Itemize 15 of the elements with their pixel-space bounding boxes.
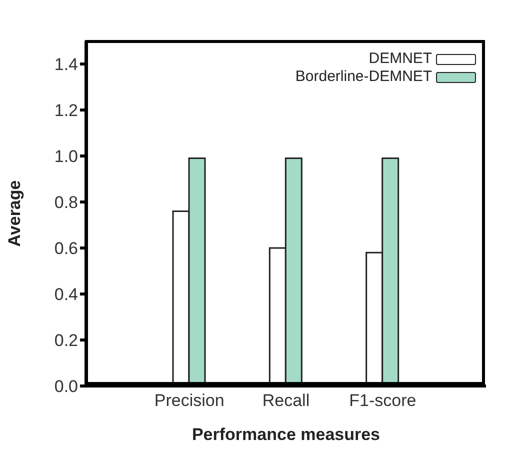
x-tick-label: Recall [262,391,310,410]
x-tick-label: F1-score [349,391,416,410]
y-tick-label: 0.6 [54,239,78,258]
y-tick-label: 0.2 [54,331,78,350]
legend-label: DEMNET [368,50,433,68]
y-tick-label: 0.8 [54,193,78,212]
y-tick-label: 1.2 [54,101,78,120]
legend-label: Borderline-DEMNET [295,68,433,86]
y-tick-label: 0.4 [54,285,78,304]
x-axis-title: Performance measures [192,425,380,444]
y-axis-title: Average [5,180,24,247]
y-tick-label: 0.0 [54,377,78,396]
y-tick-label: 1.4 [54,55,78,74]
y-tick-label: 1.0 [54,147,78,166]
x-tick-label: Precision [154,391,224,410]
